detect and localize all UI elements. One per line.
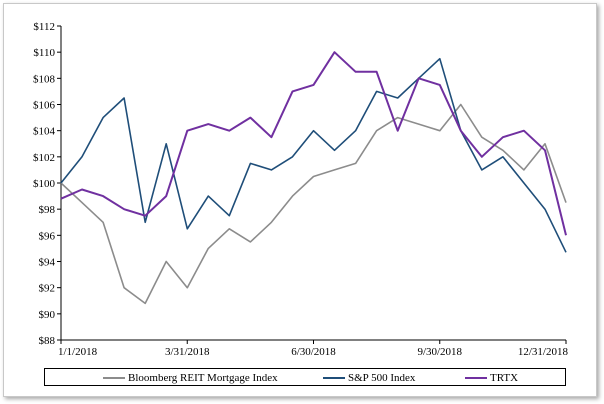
y-tick-label: $102	[33, 152, 55, 164]
y-tick-label: $88	[39, 335, 56, 347]
y-tick-label: $100	[33, 178, 56, 190]
legend-swatch-reit	[103, 376, 125, 379]
series-line-trtx	[60, 51, 567, 236]
y-tick-label: $104	[33, 126, 56, 138]
legend-item-reit: Bloomberg REIT Mortgage Index	[103, 370, 278, 385]
y-tick-label: $108	[33, 73, 56, 85]
x-axis-ticks: 1/1/2018 3/31/2018 6/30/2018 9/30/2018 12/31…	[58, 340, 568, 358]
series-line-reit	[60, 103, 567, 305]
y-tick-label: $110	[33, 47, 55, 59]
chart-axes	[60, 26, 566, 341]
chart-frame: $88 $90 $92 $94 $96 $98 $100 $102 $104 $106 $108 $1…	[3, 3, 597, 397]
line-chart: $88 $90 $92 $94 $96 $98 $100 $102 $104 $106 $108 $1…	[33, 21, 568, 358]
legend-label-sp500: S&P 500 Index	[348, 371, 416, 384]
x-tick-label: 9/30/2018	[417, 346, 462, 358]
legend-item-sp500: S&P 500 Index	[323, 370, 415, 385]
y-tick-label: $98	[39, 204, 56, 216]
chart-legend: Bloomberg REIT Mortgage Index S&P 500 In…	[44, 368, 566, 386]
legend-label-trtx: TRTX	[490, 371, 519, 384]
x-tick-label: 3/31/2018	[165, 346, 210, 358]
x-tick-label: 6/30/2018	[291, 346, 336, 358]
legend-label-reit: Bloomberg REIT Mortgage Index	[128, 371, 278, 384]
y-tick-label: $106	[33, 100, 56, 112]
legend-item-trtx: TRTX	[465, 370, 518, 385]
y-tick-label: $94	[39, 257, 56, 269]
legend-swatch-sp500	[323, 376, 345, 379]
y-tick-label: $92	[39, 283, 56, 295]
series-lines	[60, 51, 567, 305]
x-tick-label: 1/1/2018	[58, 346, 98, 358]
y-tick-label: $112	[33, 21, 55, 33]
y-tick-label: $90	[39, 309, 56, 321]
y-tick-label: $96	[39, 230, 56, 242]
y-axis-ticks: $88 $90 $92 $94 $96 $98 $100 $102 $104 $106 $108 $1…	[33, 21, 61, 347]
x-tick-label: 12/31/2018	[518, 346, 569, 358]
series-line-sp500	[60, 57, 567, 253]
legend-swatch-trtx	[465, 376, 487, 379]
